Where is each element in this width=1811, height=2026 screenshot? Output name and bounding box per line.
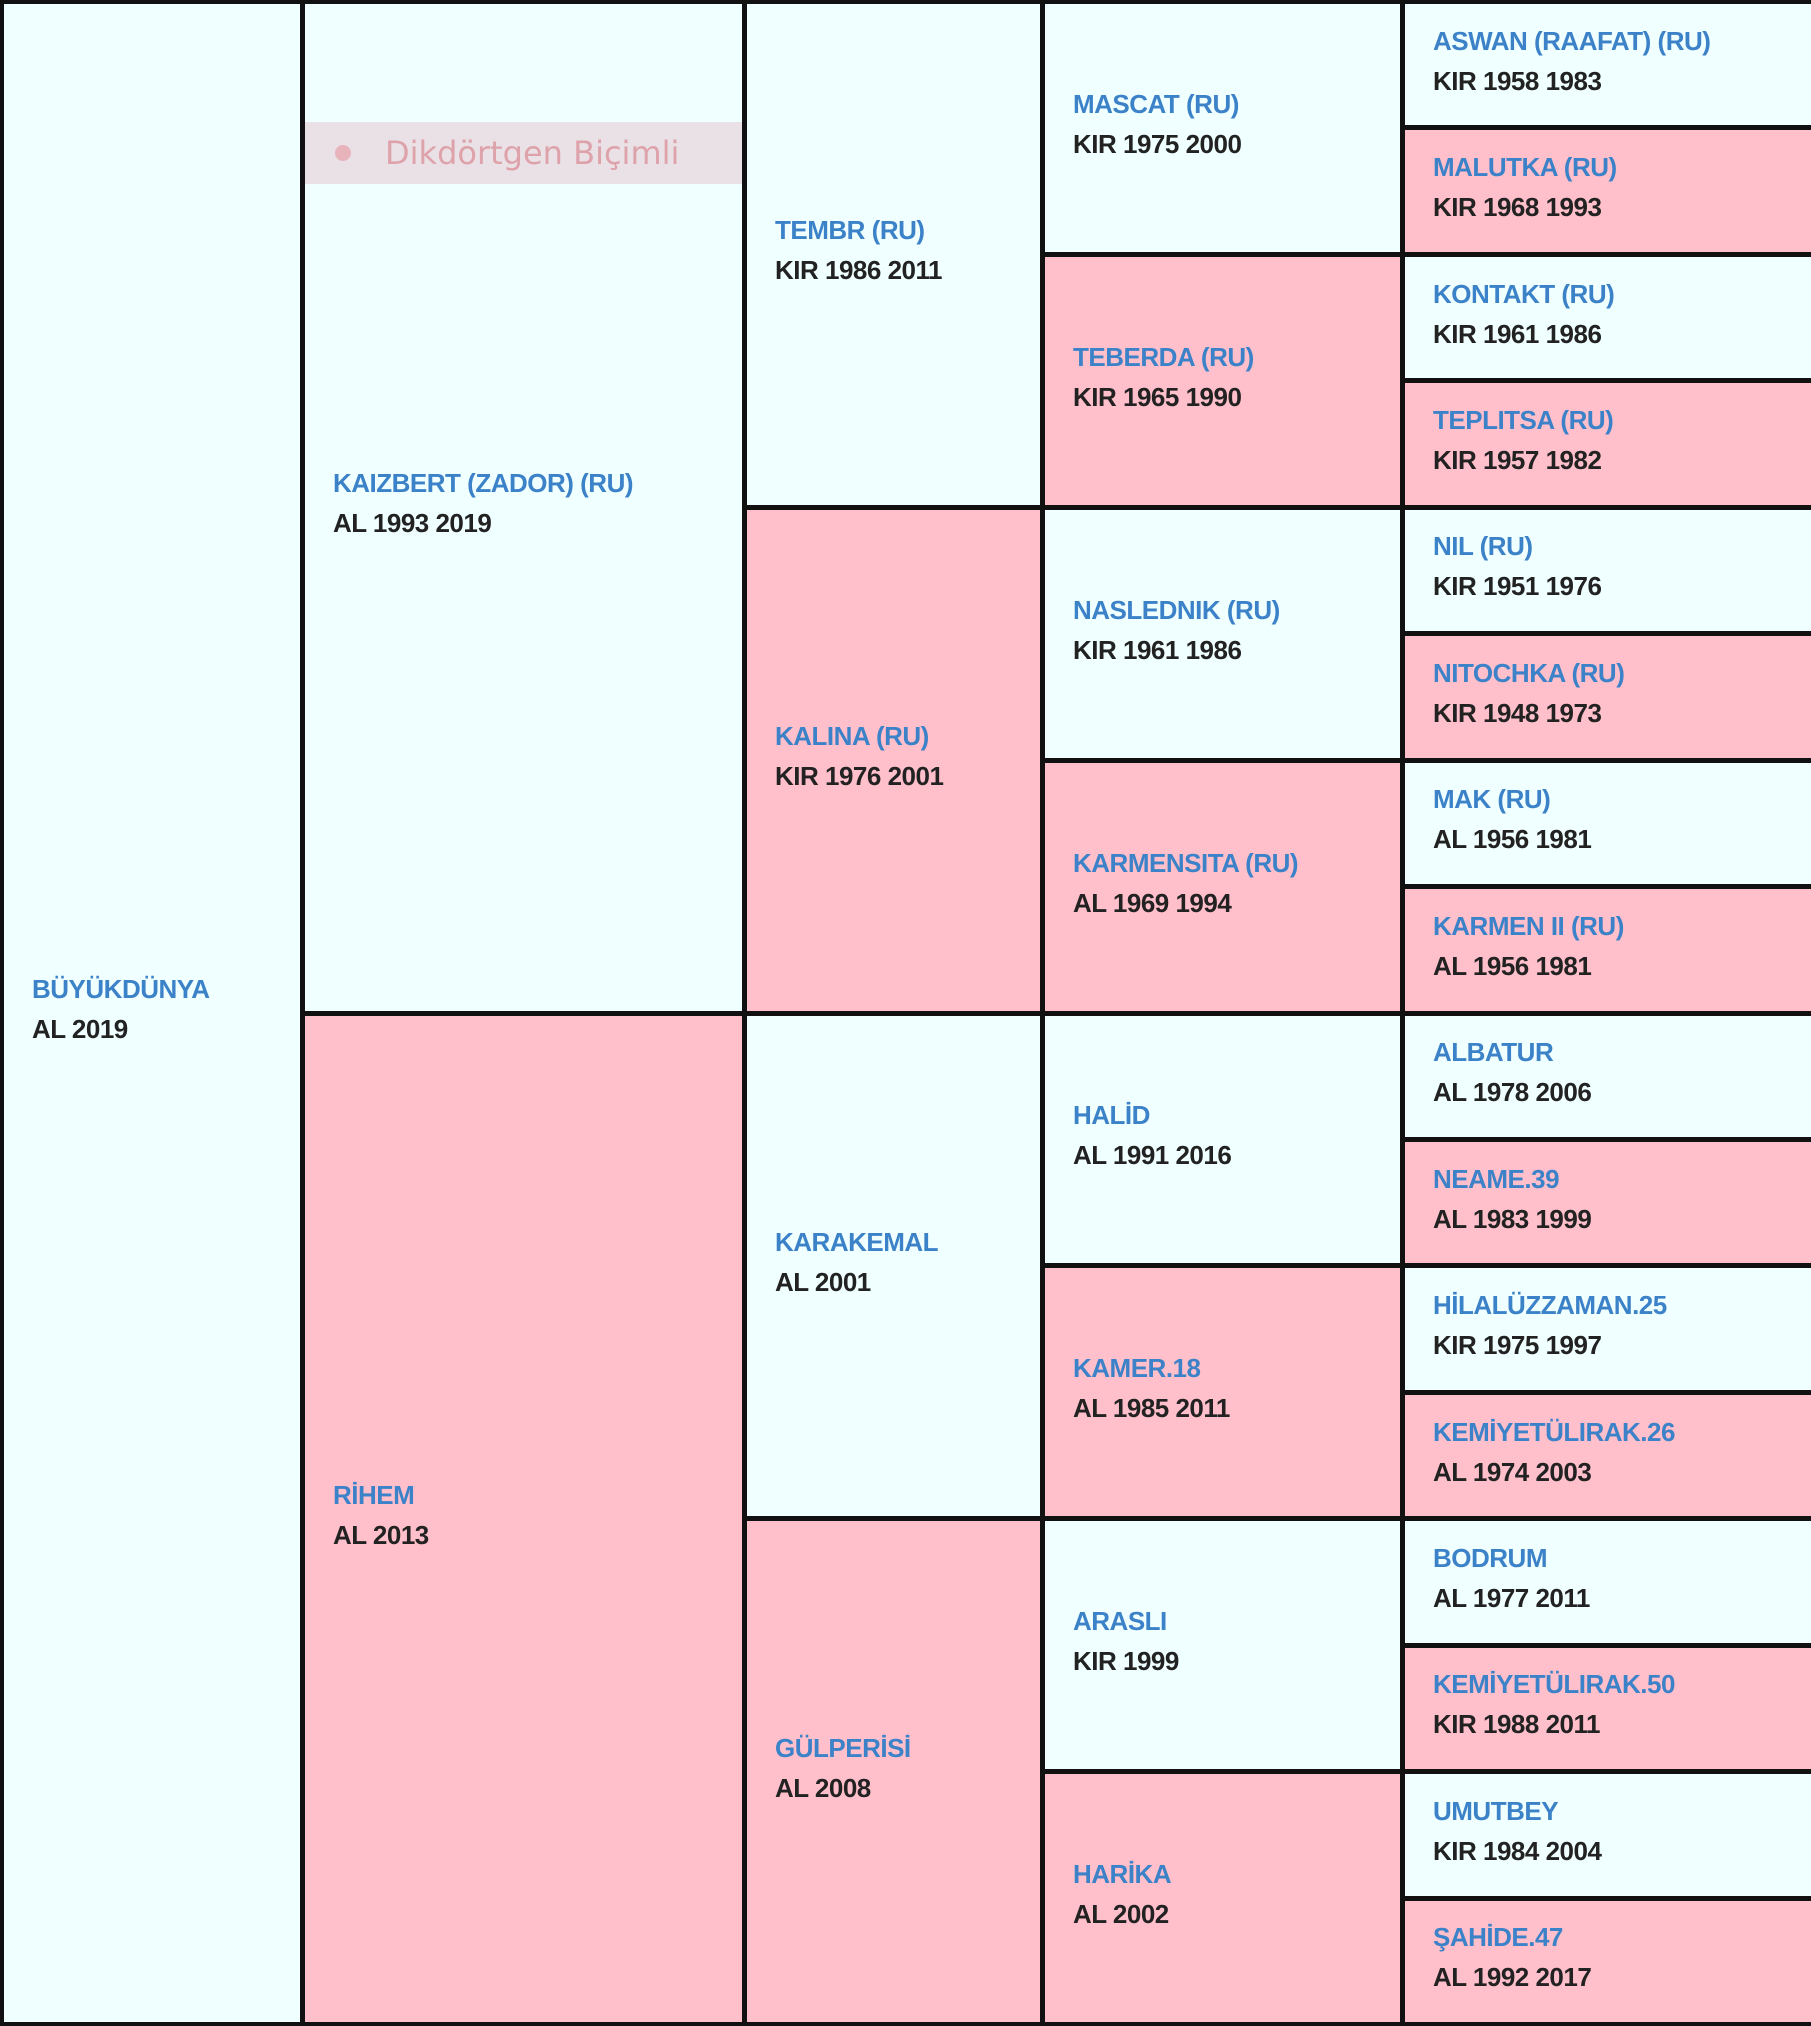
horse-name-link[interactable]: HARİKA <box>1073 1859 1172 1890</box>
horse-info: AL 1974 2003 <box>1433 1456 1592 1487</box>
pedigree-cell-gen5: ASWAN (RAAFAT) (RU) KIR 1958 1983 <box>1405 4 1811 126</box>
pedigree-cell-gen4: MASCAT (RU) KIR 1975 2000 <box>1045 4 1400 252</box>
pedigree-cell-gen3: KARAKEMAL AL 2001 <box>747 1015 1040 1517</box>
horse-name-link[interactable]: MALUTKA (RU) <box>1433 152 1617 183</box>
horse-name-link[interactable]: TEBERDA (RU) <box>1073 341 1254 372</box>
horse-name-link[interactable]: MAK (RU) <box>1433 784 1551 815</box>
horse-info: AL 2002 <box>1073 1899 1169 1930</box>
horse-name-link[interactable]: BODRUM <box>1433 1542 1548 1573</box>
pedigree-cell-gen4: HARİKA AL 2002 <box>1045 1774 1400 2022</box>
pedigree-cell-gen4: KARMENSITA (RU) AL 1969 1994 <box>1045 762 1400 1011</box>
horse-info: KIR 1958 1983 <box>1433 65 1602 96</box>
horse-name-link[interactable]: ARASLI <box>1073 1606 1167 1637</box>
pedigree-cell-gen3: GÜLPERİSİ AL 2008 <box>747 1521 1040 2022</box>
horse-info: AL 1993 2019 <box>333 508 492 539</box>
pedigree-cell-gen3: TEMBR (RU) KIR 1986 2011 <box>747 4 1040 505</box>
horse-info: AL 1977 2011 <box>1433 1582 1590 1613</box>
horse-name-link[interactable]: KONTAKT (RU) <box>1433 278 1615 309</box>
pedigree-cell-gen1: BÜYÜKDÜNYA AL 2019 <box>4 4 300 2022</box>
pedigree-cell-gen5: KEMİYETÜLIRAK.26 AL 1974 2003 <box>1405 1394 1811 1517</box>
pedigree-cell-gen2: RİHEM AL 2013 <box>305 1015 742 2022</box>
horse-name-link[interactable]: TEPLITSA (RU) <box>1433 405 1614 436</box>
horse-name-link[interactable]: MASCAT (RU) <box>1073 88 1239 119</box>
horse-name-link[interactable]: KAMER.18 <box>1073 1353 1201 1384</box>
horse-name-link[interactable]: HALİD <box>1073 1100 1150 1131</box>
horse-info: AL 1956 1981 <box>1433 950 1592 981</box>
horse-info: AL 1985 2011 <box>1073 1393 1230 1424</box>
horse-name-link[interactable]: NEAME.39 <box>1433 1163 1560 1194</box>
horse-info: KIR 1999 <box>1073 1646 1179 1677</box>
pedigree-cell-gen4: NASLEDNIK (RU) KIR 1961 1986 <box>1045 509 1400 758</box>
horse-info: KIR 1948 1973 <box>1433 697 1602 728</box>
pedigree-cell-gen5: HİLALÜZZAMAN.25 KIR 1975 1997 <box>1405 1268 1811 1390</box>
pedigree-cell-gen4: TEBERDA (RU) KIR 1965 1990 <box>1045 256 1400 505</box>
horse-info: KIR 1976 2001 <box>775 761 944 792</box>
pedigree-cell-gen4: HALİD AL 1991 2016 <box>1045 1015 1400 1264</box>
pedigree-cell-gen3: KALINA (RU) KIR 1976 2001 <box>747 509 1040 1011</box>
horse-name-link[interactable]: KARAKEMAL <box>775 1226 939 1257</box>
pedigree-cell-gen4: ARASLI KIR 1999 <box>1045 1521 1400 1770</box>
horse-info: KIR 1975 1997 <box>1433 1330 1602 1361</box>
horse-info: KIR 1957 1982 <box>1433 445 1602 476</box>
horse-name-link[interactable]: NASLEDNIK (RU) <box>1073 594 1280 625</box>
horse-info: AL 1969 1994 <box>1073 887 1232 918</box>
pedigree-cell-gen4: KAMER.18 AL 1985 2011 <box>1045 1268 1400 1517</box>
horse-name-link[interactable]: KEMİYETÜLIRAK.50 <box>1433 1669 1675 1700</box>
horse-info: KIR 1988 2011 <box>1433 1709 1600 1740</box>
pedigree-cell-gen5: NIL (RU) KIR 1951 1976 <box>1405 509 1811 632</box>
pedigree-cell-gen5: ŞAHİDE.47 AL 1992 2017 <box>1405 1900 1811 2022</box>
shape-tooltip-overlay: Dikdörtgen Biçimli <box>305 122 742 184</box>
horse-info: AL 2001 <box>775 1266 871 1297</box>
horse-name-link[interactable]: KAIZBERT (ZADOR) (RU) <box>333 468 634 499</box>
horse-name-link[interactable]: ALBATUR <box>1433 1037 1554 1068</box>
pedigree-cell-gen5: MAK (RU) AL 1956 1981 <box>1405 762 1811 885</box>
horse-info: AL 1978 2006 <box>1433 1077 1592 1108</box>
pedigree-cell-gen5: ALBATUR AL 1978 2006 <box>1405 1015 1811 1137</box>
horse-name-link[interactable]: KARMENSITA (RU) <box>1073 847 1299 878</box>
pedigree-cell-gen5: UMUTBEY KIR 1984 2004 <box>1405 1774 1811 1896</box>
horse-name-link[interactable]: NITOCHKA (RU) <box>1433 657 1625 688</box>
pedigree-cell-gen5: MALUTKA (RU) KIR 1968 1993 <box>1405 130 1811 252</box>
horse-name-link[interactable]: ASWAN (RAAFAT) (RU) <box>1433 25 1711 56</box>
bullet-icon <box>335 145 351 161</box>
pedigree-cell-gen5: NITOCHKA (RU) KIR 1948 1973 <box>1405 636 1811 758</box>
horse-name-link[interactable]: RİHEM <box>333 1479 415 1510</box>
horse-name-link[interactable]: NIL (RU) <box>1433 531 1533 562</box>
pedigree-cell-gen5: KONTAKT (RU) KIR 1961 1986 <box>1405 256 1811 379</box>
horse-name-link[interactable]: BÜYÜKDÜNYA <box>32 974 210 1004</box>
horse-info: KIR 1984 2004 <box>1433 1835 1602 1866</box>
pedigree-cell-gen5: KEMİYETÜLIRAK.50 KIR 1988 2011 <box>1405 1647 1811 1770</box>
horse-name-link[interactable]: HİLALÜZZAMAN.25 <box>1433 1290 1667 1321</box>
horse-info: AL 2008 <box>775 1772 871 1803</box>
pedigree-cell-gen5: KARMEN II (RU) AL 1956 1981 <box>1405 889 1811 1011</box>
horse-info: KIR 1951 1976 <box>1433 571 1602 602</box>
horse-name-link[interactable]: KARMEN II (RU) <box>1433 910 1624 941</box>
horse-info: AL 1956 1981 <box>1433 824 1592 855</box>
horse-info: KIR 1968 1993 <box>1433 192 1602 223</box>
horse-info: KIR 1986 2011 <box>775 255 942 286</box>
horse-info: KIR 1961 1986 <box>1433 318 1602 349</box>
horse-info: AL 1992 2017 <box>1433 1962 1592 1993</box>
horse-name-link[interactable]: UMUTBEY <box>1433 1795 1559 1826</box>
horse-name-link[interactable]: GÜLPERİSİ <box>775 1732 911 1763</box>
horse-info: KIR 1961 1986 <box>1073 634 1242 665</box>
pedigree-cell-gen5: NEAME.39 AL 1983 1999 <box>1405 1141 1811 1264</box>
horse-name-link[interactable]: KEMİYETÜLIRAK.26 <box>1433 1416 1675 1447</box>
horse-name-link[interactable]: KALINA (RU) <box>775 721 929 752</box>
pedigree-cell-gen5: TEPLITSA (RU) KIR 1957 1982 <box>1405 383 1811 505</box>
overlay-label: Dikdörtgen Biçimli <box>385 134 680 172</box>
horse-info: AL 1983 1999 <box>1433 1203 1592 1234</box>
horse-info: KIR 1975 2000 <box>1073 128 1242 159</box>
horse-info: AL 2019 <box>32 1014 128 1044</box>
horse-info: AL 1991 2016 <box>1073 1140 1232 1171</box>
horse-info: KIR 1965 1990 <box>1073 381 1242 412</box>
pedigree-cell-gen5: BODRUM AL 1977 2011 <box>1405 1521 1811 1643</box>
horse-name-link[interactable]: ŞAHİDE.47 <box>1433 1922 1563 1953</box>
horse-info: AL 2013 <box>333 1519 429 1550</box>
horse-name-link[interactable]: TEMBR (RU) <box>775 215 925 246</box>
